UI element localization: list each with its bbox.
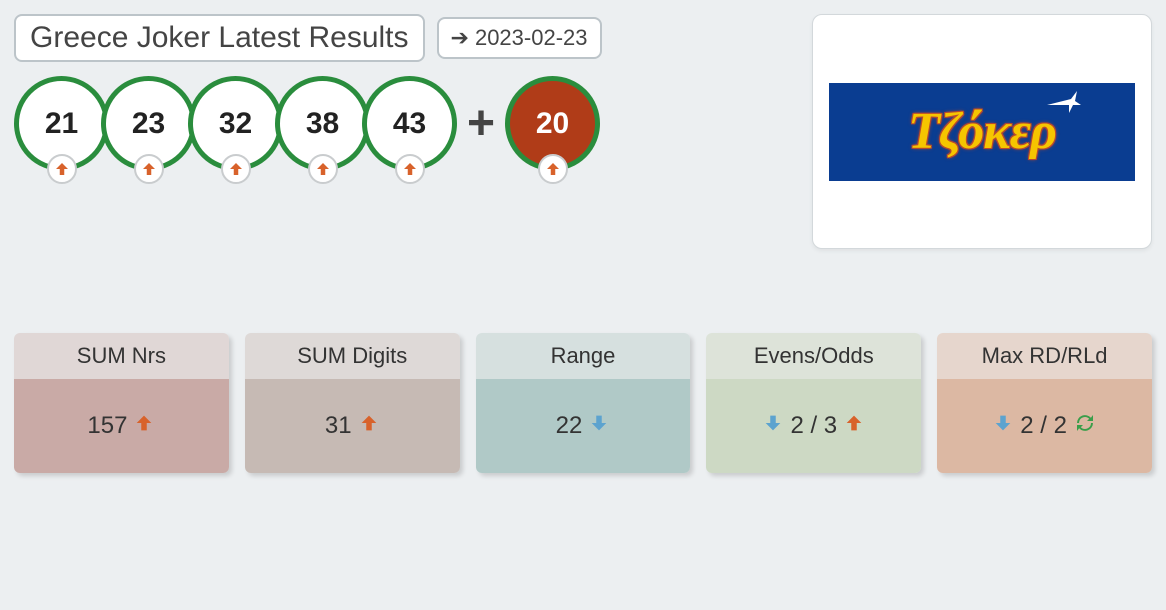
stat-body: 2 / 3 xyxy=(706,379,921,473)
ball-5: 43 xyxy=(362,76,457,171)
trend-up-icon xyxy=(358,412,380,441)
stat-body: 31 xyxy=(245,379,460,473)
stat-card-1: SUM Digits 31 xyxy=(245,333,460,473)
trend-up-icon xyxy=(221,154,251,184)
stat-label: SUM Digits xyxy=(245,333,460,379)
stat-value: 22 xyxy=(556,412,583,440)
trend-down-icon xyxy=(588,412,610,441)
stat-body: 22 xyxy=(476,379,691,473)
stat-card-3: Evens/Odds 2 / 3 xyxy=(706,333,921,473)
star-icon xyxy=(1047,91,1081,113)
balls-row: 21 23 32 38 43 + 20 xyxy=(14,76,796,171)
stat-value: 31 xyxy=(325,412,352,440)
stat-value: 2 / 2 xyxy=(1020,412,1067,440)
logo-card: Τζόκερ xyxy=(812,14,1152,249)
plus-separator: + xyxy=(467,96,495,151)
trend-down-icon xyxy=(992,412,1014,441)
stat-label: Range xyxy=(476,333,691,379)
trend-down-icon xyxy=(762,412,784,441)
trend-up-icon xyxy=(308,154,338,184)
stat-label: SUM Nrs xyxy=(14,333,229,379)
stat-value: 157 xyxy=(87,412,127,440)
trend-up-icon xyxy=(134,154,164,184)
ball-2: 23 xyxy=(101,76,196,171)
stat-card-4: Max RD/RLd 2 / 2 xyxy=(937,333,1152,473)
stat-card-0: SUM Nrs 157 xyxy=(14,333,229,473)
date-chip[interactable]: ➔ 2023-02-23 xyxy=(437,17,602,59)
trend-up-icon xyxy=(538,154,568,184)
arrow-right-icon: ➔ xyxy=(451,27,469,49)
ball-1: 21 xyxy=(14,76,109,171)
stat-card-2: Range 22 xyxy=(476,333,691,473)
stat-label: Evens/Odds xyxy=(706,333,921,379)
trend-up-icon xyxy=(395,154,425,184)
page-title: Greece Joker Latest Results xyxy=(14,14,425,62)
stat-body: 2 / 2 xyxy=(937,379,1152,473)
bonus-ball: 20 xyxy=(505,76,600,171)
trend-up-icon xyxy=(133,412,155,441)
logo-text: Τζόκερ xyxy=(908,102,1056,161)
joker-logo: Τζόκερ xyxy=(829,83,1135,181)
ball-3: 32 xyxy=(188,76,283,171)
stats-row: SUM Nrs 157 SUM Digits 31 Range 22 Evens/Odds 2… xyxy=(14,333,1152,473)
results-panel: Greece Joker Latest Results ➔ 2023-02-23… xyxy=(14,14,796,249)
trend-up-icon xyxy=(843,412,865,441)
stat-label: Max RD/RLd xyxy=(937,333,1152,379)
trend-up-icon xyxy=(47,154,77,184)
stat-value: 2 / 3 xyxy=(790,412,837,440)
ball-4: 38 xyxy=(275,76,370,171)
sync-icon xyxy=(1073,411,1097,442)
date-value: 2023-02-23 xyxy=(475,25,588,51)
stat-body: 157 xyxy=(14,379,229,473)
